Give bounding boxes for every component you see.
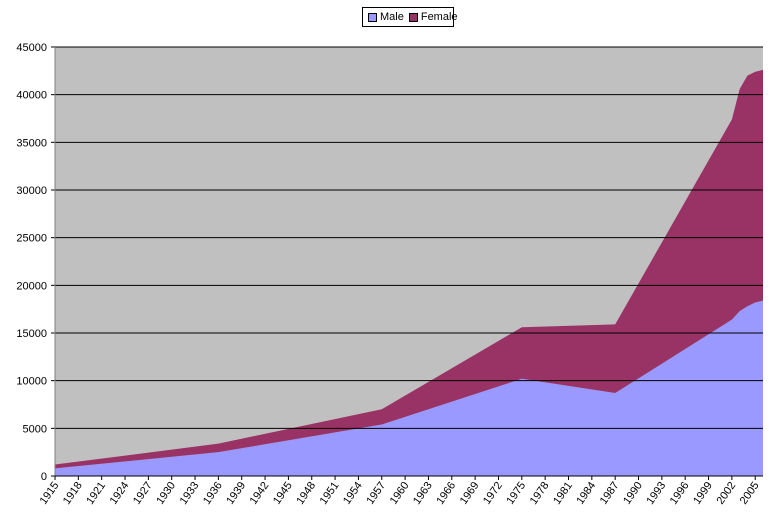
x-tick-label: 1987 xyxy=(598,480,622,507)
x-tick-label: 1933 xyxy=(178,480,202,507)
legend-swatch-male xyxy=(368,12,377,22)
y-tick-label: 45000 xyxy=(16,42,47,54)
legend-item-female: Female xyxy=(408,11,458,23)
legend-label-female: Female xyxy=(420,11,458,23)
x-tick-label: 1969 xyxy=(458,480,482,507)
x-tick-label: 1927 xyxy=(131,480,155,507)
legend-swatch-female xyxy=(408,12,418,22)
x-tick-label: 1957 xyxy=(364,480,388,507)
x-tick-label: 1915 xyxy=(38,480,62,507)
y-tick-label: 20000 xyxy=(16,280,47,292)
x-tick-label: 1939 xyxy=(224,480,248,507)
x-tick-label: 1918 xyxy=(61,480,85,507)
x-tick-label: 1993 xyxy=(644,480,668,507)
x-tick-label: 1963 xyxy=(411,480,435,507)
y-tick-label: 25000 xyxy=(16,233,47,245)
y-tick-label: 30000 xyxy=(16,185,47,197)
series-area-male xyxy=(55,300,763,476)
series-area-female xyxy=(55,69,763,469)
y-tick-label: 5000 xyxy=(23,423,47,435)
y-tick-label: 10000 xyxy=(16,376,47,388)
x-tick-label: 2002 xyxy=(714,480,738,507)
x-tick-label: 1972 xyxy=(481,480,505,507)
x-tick-label: 1921 xyxy=(84,480,108,507)
x-tick-label: 1999 xyxy=(691,480,715,507)
y-tick-label: 0 xyxy=(41,471,47,483)
x-tick-label: 1984 xyxy=(574,480,598,507)
x-tick-label: 1942 xyxy=(248,480,272,507)
x-tick-label: 1975 xyxy=(504,480,528,507)
x-tick-label: 2005 xyxy=(738,480,762,507)
x-tick-label: 1981 xyxy=(551,480,575,507)
x-tick-label: 1966 xyxy=(434,480,458,507)
x-tick-label: 1990 xyxy=(621,480,645,507)
y-tick-label: 35000 xyxy=(16,137,47,149)
x-tick-label: 1945 xyxy=(271,480,295,507)
x-tick-label: 1954 xyxy=(341,480,365,507)
legend-item-male: Male xyxy=(368,11,404,23)
x-tick-label: 1996 xyxy=(668,480,692,507)
x-tick-label: 1978 xyxy=(528,480,552,507)
x-tick-label: 1930 xyxy=(154,480,178,507)
x-tick-label: 1936 xyxy=(201,480,225,507)
x-tick-label: 1924 xyxy=(108,480,132,507)
x-tick-label: 1960 xyxy=(388,480,412,507)
legend: Male Female xyxy=(362,7,458,27)
x-tick-label: 1951 xyxy=(318,480,342,507)
x-tick-label: 1948 xyxy=(294,480,318,507)
legend-label-male: Male xyxy=(380,11,404,23)
y-tick-label: 40000 xyxy=(16,90,47,102)
y-tick-label: 15000 xyxy=(16,328,47,340)
